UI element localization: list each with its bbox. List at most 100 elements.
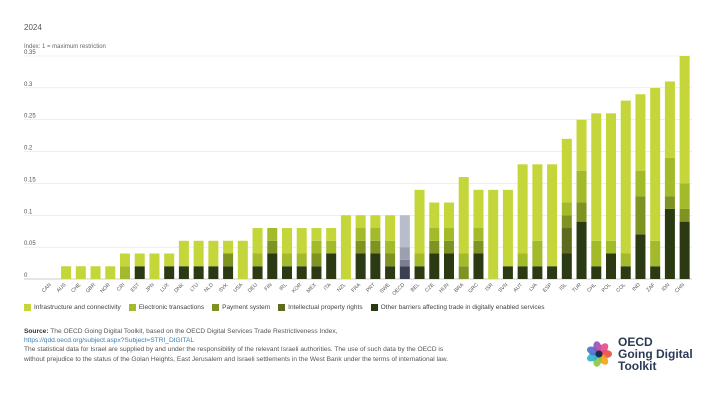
bar-segment: [281, 266, 293, 279]
bar-segment: [223, 253, 234, 267]
bar-segment: [473, 253, 484, 279]
bar-segment: [473, 189, 484, 229]
x-tick-label: NLD: [203, 282, 215, 294]
bar-segment: [591, 113, 602, 241]
x-tick-label: FIN: [264, 282, 274, 292]
bar-segment: [473, 240, 484, 254]
israel-note: The statistical data for Israel are supp…: [24, 346, 448, 363]
source-note: Source: The OECD Going Digital Toolkit, …: [24, 327, 464, 364]
bar-segment: [267, 240, 278, 254]
x-tick-label: LTU: [189, 282, 200, 293]
x-tick-label: LUX: [159, 282, 171, 294]
bar-segment: [326, 253, 337, 279]
source-text: The OECD Going Digital Toolkit, based on…: [50, 328, 338, 335]
bar-segment: [178, 266, 189, 279]
bar-segment: [443, 202, 455, 229]
legend-swatch: [370, 304, 378, 311]
logo-center: [595, 350, 603, 358]
x-tick-label: POL: [601, 282, 613, 294]
x-tick-label: FRA: [350, 282, 362, 294]
x-tick-label: IND: [631, 282, 642, 293]
source-link[interactable]: https://qdd.oecd.org/subject.aspx?Subjec…: [24, 337, 195, 345]
bar-segment: [223, 240, 234, 254]
bar-segment: [576, 170, 587, 203]
bar-segment: [561, 215, 572, 229]
x-tick-label: LVA: [528, 282, 539, 293]
y-tick-label: 0.05: [24, 241, 36, 247]
legend-swatch: [24, 304, 31, 311]
year-label: 2024: [24, 23, 42, 32]
bar-segment: [488, 189, 499, 279]
x-tick-label: PRT: [365, 282, 377, 294]
legend-item: Electronic transactions: [128, 304, 204, 311]
bar-segment: [532, 266, 543, 279]
x-tick-label: ESP: [542, 282, 554, 294]
logo-line-2: Going Digital: [618, 347, 693, 361]
bar-segment: [547, 164, 558, 267]
legend-item: Intellectual property rights: [278, 304, 363, 311]
bar-segment: [340, 215, 351, 279]
bar-segment: [429, 240, 440, 254]
bar-segment: [399, 215, 410, 248]
bar-segment: [576, 202, 587, 222]
bar-segment: [561, 253, 572, 279]
x-tick-label: ISR: [484, 282, 495, 293]
bar-segment: [473, 228, 484, 241]
bar-segment: [326, 228, 337, 241]
bar-segment: [517, 253, 528, 267]
legend-label: Payment system: [222, 304, 271, 311]
logo-line-1: OECD: [618, 335, 653, 349]
x-tick-label: CHE: [70, 282, 82, 294]
bar-segment: [105, 266, 116, 279]
x-tick-label: SVN: [498, 282, 510, 294]
x-tick-label: COL: [615, 282, 627, 294]
bar-segment: [281, 253, 293, 267]
bar-segment: [458, 266, 469, 279]
bar-segment: [370, 253, 381, 279]
x-tick-label: NZL: [336, 282, 347, 293]
x-tick-label: HUN: [438, 282, 450, 294]
bar-segment: [591, 266, 602, 279]
bar-segment: [620, 100, 631, 254]
bar-segment: [193, 266, 204, 279]
legend-item: Payment system: [212, 304, 270, 311]
x-tick-label: SWE: [379, 282, 392, 295]
y-tick-label: 0.2: [24, 146, 33, 152]
bar-segment: [119, 253, 131, 267]
bar-segment: [502, 266, 513, 279]
x-tick-label: SVK: [218, 282, 230, 294]
bar-segment: [414, 266, 425, 279]
bar-segment: [355, 215, 366, 229]
bar-segment: [326, 240, 337, 254]
legend-swatch: [278, 304, 286, 311]
bar-segment: [679, 56, 690, 184]
bar-segment: [208, 266, 219, 279]
bar-segment: [429, 228, 440, 241]
bar-segment: [561, 138, 572, 203]
x-tick-label: KOR: [291, 282, 303, 294]
legend-label: Infrastructure and connectivity: [34, 304, 121, 311]
bar-segment: [576, 119, 587, 171]
y-tick-label: 0.3: [24, 82, 33, 88]
legend-item: Other barriers affecting trade in digita…: [370, 304, 545, 311]
oecd-flower-icon: [587, 341, 612, 367]
bar-segment: [355, 240, 366, 254]
bar-segment: [635, 234, 646, 279]
bar-segment: [90, 266, 101, 279]
bar-segment: [650, 240, 661, 267]
bar-segment: [193, 240, 204, 267]
x-tick-label: MEX: [306, 282, 319, 295]
x-tick-label: ZAF: [645, 282, 656, 293]
bar-segment: [296, 266, 307, 279]
x-tick-label: CHN: [674, 282, 686, 294]
bar-segment: [458, 177, 469, 254]
oecd-logo: OECD Going Digital Toolkit: [584, 336, 693, 372]
bar-segment: [385, 266, 396, 279]
x-tick-label: OECD: [391, 282, 406, 297]
x-tick-label: GRC: [467, 282, 480, 295]
bar-segment: [650, 87, 661, 241]
bar-segment: [561, 228, 572, 254]
bar-segment: [370, 228, 381, 241]
y-tick-label: 0.25: [24, 114, 36, 120]
x-tick-label: AUT: [512, 282, 524, 294]
